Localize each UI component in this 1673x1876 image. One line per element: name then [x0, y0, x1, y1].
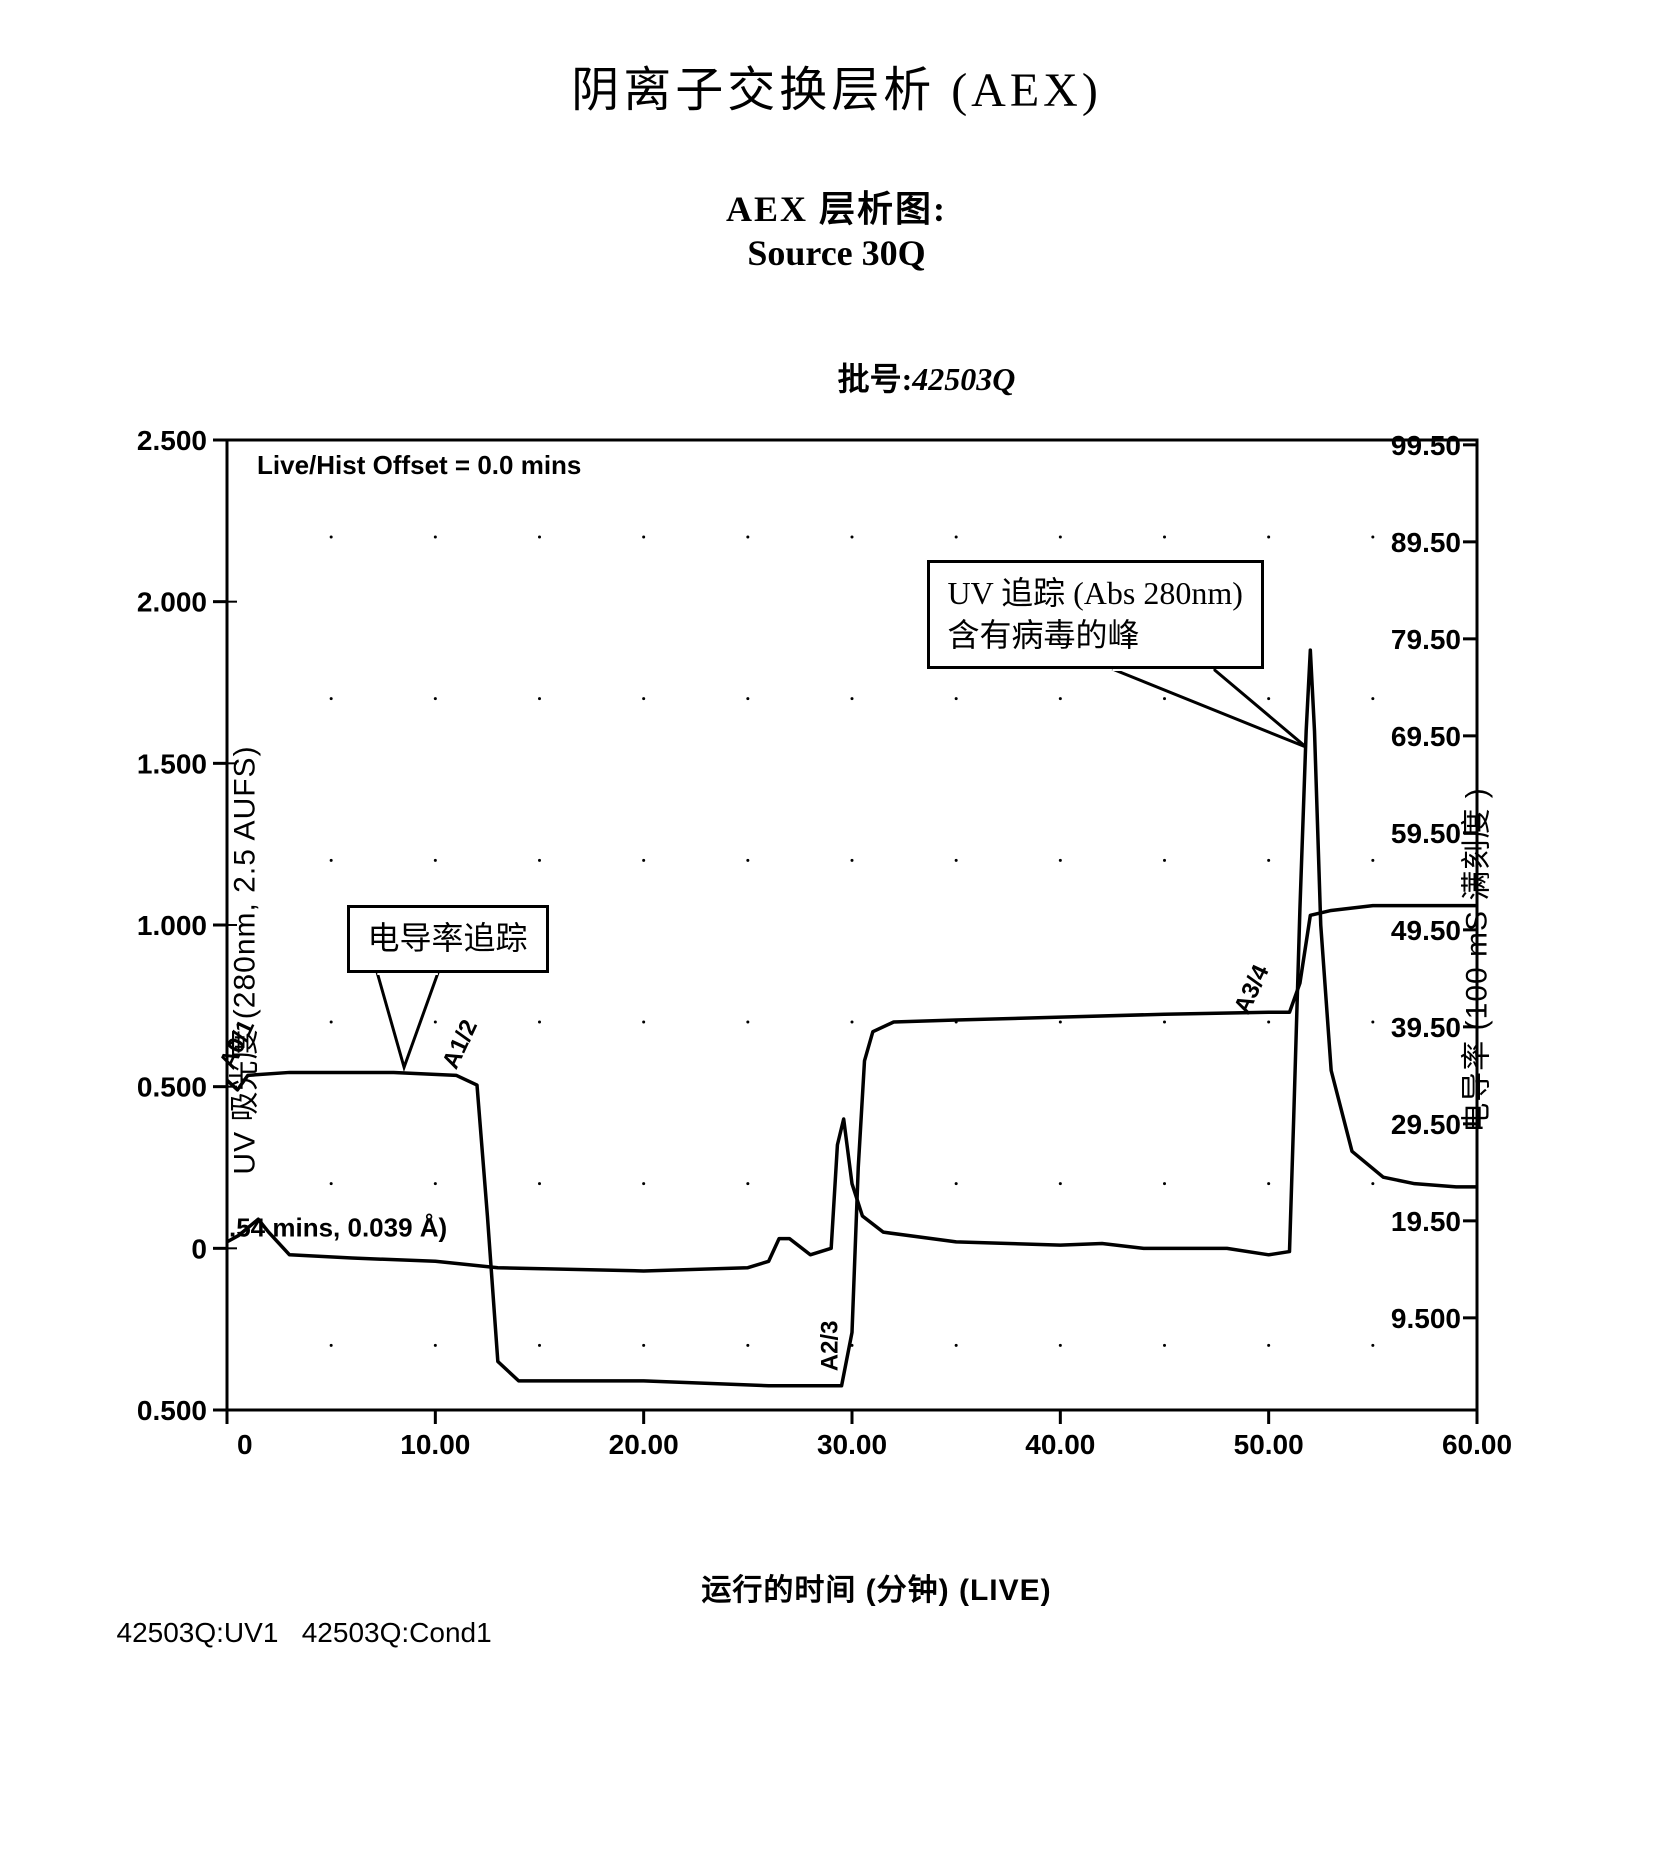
page-title: 阴离子交换层析 (AEX) — [30, 50, 1643, 120]
svg-text:29.50: 29.50 — [1390, 1109, 1460, 1140]
chart-svg: 0.500 0 0.500 1.000 1.500 2.000 2.500 9.500 19.5… — [87, 410, 1587, 1510]
lot-prefix: 批号: — [838, 361, 913, 397]
svg-text:.54 mins, 0.039 Å): .54 mins, 0.039 Å) — [229, 1212, 447, 1242]
svg-text:19.50: 19.50 — [1390, 1206, 1460, 1237]
svg-text:2.000: 2.000 — [136, 587, 206, 618]
y-right-axis-label: 电导率 (100 mS 满刻度 ) — [1452, 787, 1496, 1132]
y-left-axis-label: UV 吸光度 (280nm, 2.5 AUFS) — [219, 745, 263, 1174]
svg-text:0.500: 0.500 — [136, 1395, 206, 1426]
svg-text:79.50: 79.50 — [1390, 624, 1460, 655]
lot-label: 批号:42503Q — [30, 354, 1643, 400]
svg-text:59.50: 59.50 — [1390, 818, 1460, 849]
svg-text:40.00: 40.00 — [1025, 1429, 1095, 1460]
svg-text:0.500: 0.500 — [136, 1072, 206, 1103]
chart-plot-area: UV 吸光度 (280nm, 2.5 AUFS) 电导率 (100 mS 满刻度… — [87, 410, 1587, 1510]
conductivity-callout: 电导率追踪 — [347, 905, 549, 973]
svg-text:89.50: 89.50 — [1390, 527, 1460, 558]
svg-text:0: 0 — [237, 1429, 253, 1460]
x-axis-label: 运行的时间 (分钟) (LIVE) — [87, 1565, 1587, 1609]
chart-container: UV 吸光度 (280nm, 2.5 AUFS) 电导率 (100 mS 满刻度… — [87, 410, 1587, 1649]
svg-text:1.000: 1.000 — [136, 910, 206, 941]
svg-text:49.50: 49.50 — [1390, 915, 1460, 946]
svg-text:A3/4: A3/4 — [1228, 960, 1274, 1018]
svg-text:9.500: 9.500 — [1390, 1303, 1460, 1334]
svg-text:69.50: 69.50 — [1390, 721, 1460, 752]
svg-text:A1/2: A1/2 — [437, 1016, 483, 1073]
footer-cond: 42503Q:Cond1 — [302, 1617, 492, 1648]
svg-text:2.500: 2.500 — [136, 425, 206, 456]
lot-value: 42503Q — [912, 361, 1015, 397]
svg-text:50.00: 50.00 — [1233, 1429, 1303, 1460]
svg-text:10.00: 10.00 — [400, 1429, 470, 1460]
svg-text:A2/3: A2/3 — [816, 1320, 843, 1371]
footer-series-labels: 42503Q:UV1 42503Q:Cond1 — [87, 1617, 1587, 1649]
svg-text:60.00: 60.00 — [1441, 1429, 1511, 1460]
svg-text:99.50: 99.50 — [1390, 430, 1460, 461]
uv-callout-line1: UV 追踪 (Abs 280nm) — [948, 575, 1243, 611]
svg-text:20.00: 20.00 — [608, 1429, 678, 1460]
uv-callout: UV 追踪 (Abs 280nm) 含有病毒的峰 — [927, 560, 1264, 669]
svg-text:0: 0 — [191, 1233, 207, 1264]
footer-uv: 42503Q:UV1 — [117, 1617, 279, 1648]
svg-text:39.50: 39.50 — [1390, 1012, 1460, 1043]
svg-text:30.00: 30.00 — [816, 1429, 886, 1460]
chart-subtitle-1: AEX 层析图: — [30, 180, 1643, 232]
chart-subtitle-2: Source 30Q — [30, 232, 1643, 274]
subtitle-block: AEX 层析图: Source 30Q — [30, 180, 1643, 274]
svg-text:1.500: 1.500 — [136, 748, 206, 779]
conductivity-callout-text: 电导率追踪 — [368, 920, 528, 956]
svg-text:Live/Hist Offset = 0.0 mins: Live/Hist Offset = 0.0 mins — [257, 450, 581, 480]
uv-callout-line2: 含有病毒的峰 — [948, 617, 1140, 653]
